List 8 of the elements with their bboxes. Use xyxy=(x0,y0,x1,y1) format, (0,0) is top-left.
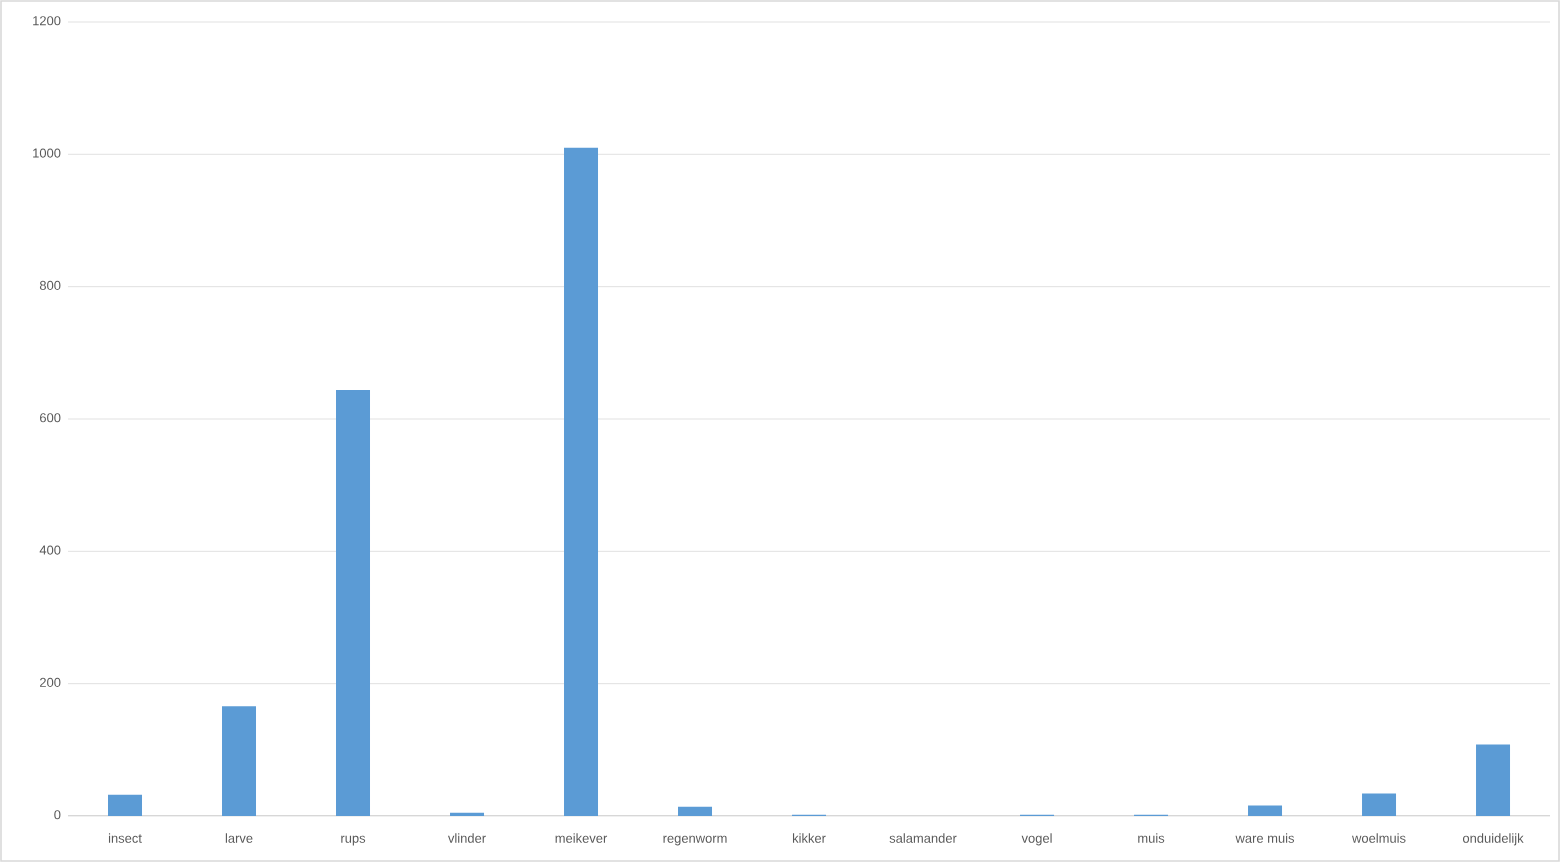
bar xyxy=(1476,744,1511,816)
bar xyxy=(678,806,713,816)
bar xyxy=(336,389,371,816)
bar xyxy=(1248,805,1283,816)
bar xyxy=(1362,793,1397,816)
bar xyxy=(222,706,257,816)
bar xyxy=(108,794,143,816)
bar xyxy=(564,147,599,816)
